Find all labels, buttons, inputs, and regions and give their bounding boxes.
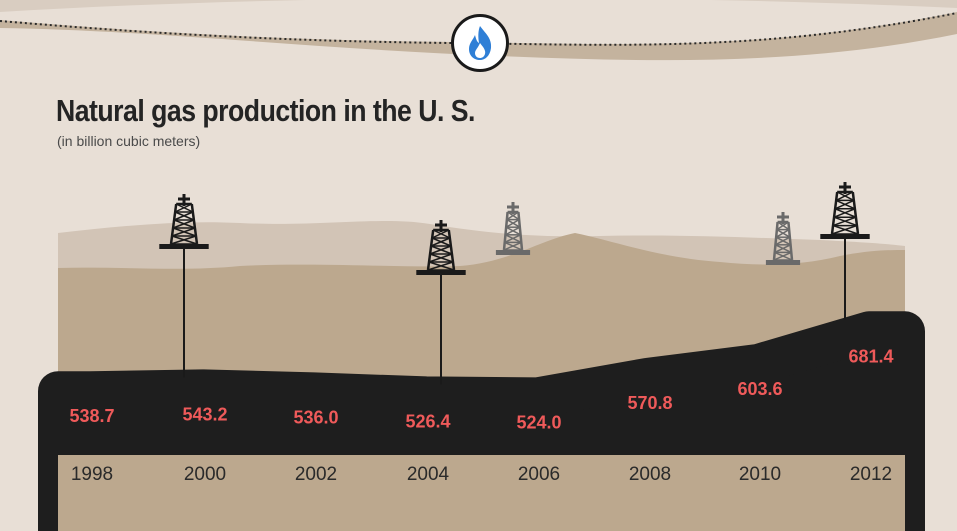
x-tick-label-2012: 2012 <box>850 464 892 485</box>
data-label-2006: 524.0 <box>516 412 561 432</box>
flame-icon <box>469 26 492 60</box>
x-tick-label-2000: 2000 <box>184 464 226 485</box>
data-label-2008: 570.8 <box>627 393 672 413</box>
x-tick-label-2002: 2002 <box>295 464 337 485</box>
x-axis-band <box>58 455 905 531</box>
derrick-icon-background-2 <box>765 212 801 265</box>
data-label-2012: 681.4 <box>848 346 893 366</box>
x-tick-label-2010: 2010 <box>739 464 781 485</box>
x-tick-label-2004: 2004 <box>407 464 450 485</box>
derrick-icon-2000 <box>159 194 209 378</box>
data-label-2004: 526.4 <box>405 411 450 431</box>
data-label-2000: 543.2 <box>182 404 227 424</box>
flame-icon-badge <box>451 14 509 72</box>
chart-subtitle: (in billion cubic meters) <box>57 133 201 149</box>
x-tick-label-2006: 2006 <box>518 464 560 485</box>
x-tick-label-2008: 2008 <box>629 464 671 485</box>
derrick-icon-2012 <box>820 182 870 320</box>
x-tick-label-1998: 1998 <box>71 464 113 485</box>
top-wave-decoration <box>0 0 957 61</box>
derrick-icon-background-1 <box>495 202 531 255</box>
data-label-2002: 536.0 <box>293 407 338 427</box>
chart-title: Natural gas production in the U. S. <box>56 93 475 128</box>
data-label-1998: 538.7 <box>69 406 114 426</box>
derrick-icon-2004 <box>416 220 466 385</box>
data-label-2010: 603.6 <box>737 379 782 399</box>
